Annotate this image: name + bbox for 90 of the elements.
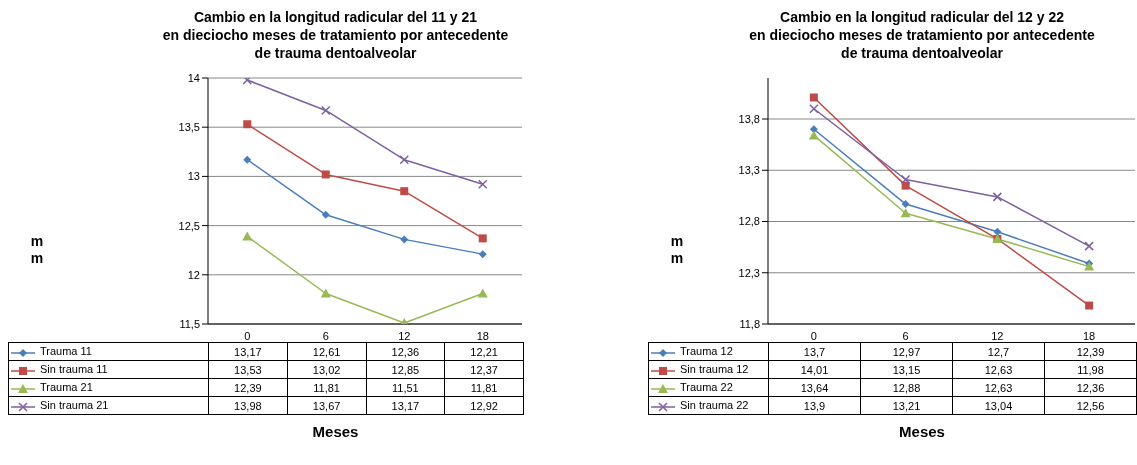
data-label: 13,02 [287,360,366,379]
data-label: 13,17 [208,342,288,361]
data-label: 13,53 [208,360,288,379]
data-label: 12,39 [208,378,288,397]
y-tick-label: 12,8 [738,215,760,228]
y-tick-label: 12,3 [738,266,760,279]
y-tick-label: 11,5 [179,317,200,330]
data-label: 13,67 [287,396,366,415]
point [400,187,409,196]
chart-title: Cambio en la longitud radicular del 11 y 21 en dieciocho meses de tratamiento por antecedente de trauma dentoalveolar [161,8,510,63]
data-label: 12,21 [444,342,524,361]
x-axis-title: Meses [311,423,360,440]
y-tick-label: 11,8 [739,317,760,330]
point [478,179,488,190]
point [900,208,911,218]
point [1085,301,1094,310]
point [901,200,910,209]
point [400,235,409,244]
y-tick-label: 13,5 [178,121,200,134]
point [808,130,819,140]
data-label: 11,81 [444,378,524,397]
point [321,170,330,179]
point [243,155,252,164]
data-label: 13,98 [208,396,288,415]
data-label: 13,15 [860,360,953,379]
point [1084,241,1094,251]
legend-label: Trauma 12 [648,342,769,361]
chart-title: Cambio en la longitud radicular del 12 y 22 en dieciocho meses de tratamiento por antecedente de trauma dentoalveolar [748,8,1096,63]
x-tick-label: 6 [902,329,909,342]
x-tick-label: 0 [810,329,817,342]
data-label: 12,97 [860,342,953,361]
legend-label: Sin trauma 11 [8,360,209,379]
point [242,231,253,241]
x-axis-title: Meses [898,423,946,440]
data-label: 12,36 [366,342,445,361]
point [900,174,911,185]
point [809,125,818,134]
legend-label: Sin trauma 21 [8,396,209,415]
data-label: 11,98 [1044,360,1137,379]
y-axis-title: mm [670,233,684,267]
data-label: 13,21 [860,396,953,415]
data-label: 12,56 [1044,396,1137,415]
data-label: 13,7 [768,342,861,361]
y-tick-label: 13,8 [738,112,760,125]
data-label: 12,36 [1044,378,1137,397]
data-label: 12,37 [444,360,524,379]
x-tick-label: 6 [322,329,329,342]
data-label: 13,17 [366,396,445,415]
legend-label: Sin trauma 22 [648,396,769,415]
point [243,120,252,129]
point [993,227,1002,236]
point [242,78,252,85]
y-tick-label: 14 [187,71,200,84]
data-label: 13,04 [952,396,1045,415]
data-label: 14,01 [768,360,861,379]
y-tick-label: 12 [187,268,200,281]
point [809,93,818,102]
x-tick-label: 18 [1083,329,1096,342]
legend-label: Trauma 22 [648,378,769,397]
y-axis-title: mm [30,233,44,267]
data-label: 12,7 [952,342,1045,361]
data-label: 12,39 [1044,342,1137,361]
point [992,192,1003,202]
point [478,234,487,243]
data-label: 12,92 [444,396,524,415]
legend-label: Trauma 11 [8,342,209,361]
data-label: 12,88 [860,378,953,397]
data-label: 13,64 [768,378,861,397]
point [478,250,487,259]
data-label: 12,63 [952,378,1045,397]
data-label: 11,51 [366,378,445,397]
x-tick-label: 18 [476,329,489,342]
y-tick-label: 13,3 [738,164,760,177]
point [321,105,331,116]
y-tick-label: 13 [187,170,200,183]
x-tick-label: 12 [398,329,411,342]
y-tick-label: 12,5 [178,219,200,232]
point [809,104,819,114]
point [901,181,910,190]
data-label: 12,61 [287,342,366,361]
x-tick-label: 0 [244,329,251,342]
point [321,210,330,219]
data-label: 12,85 [366,360,445,379]
data-label: 12,63 [952,360,1045,379]
legend-label: Trauma 21 [8,378,209,397]
data-label: 11,81 [287,378,366,397]
data-label: 13,9 [768,396,861,415]
point [399,154,409,165]
legend-label: Sin trauma 12 [648,360,769,379]
x-tick-label: 12 [991,329,1004,342]
